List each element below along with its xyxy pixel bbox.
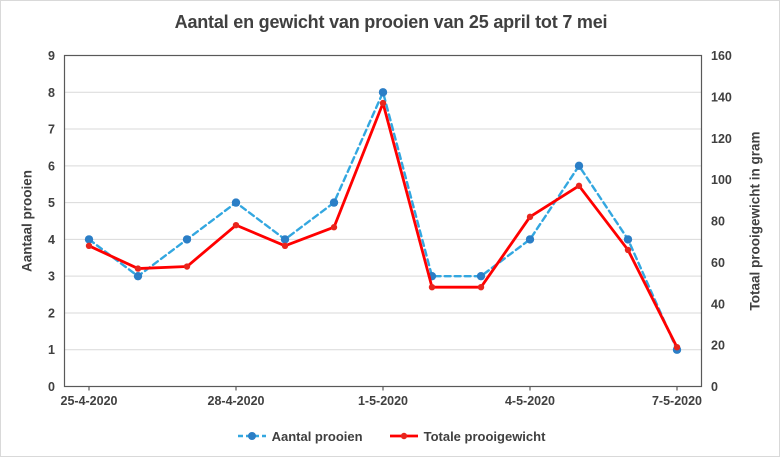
left-axis-tick-label: 7 xyxy=(48,123,55,137)
left-axis-tick-label: 4 xyxy=(48,233,55,247)
right-axis-tick-label: 0 xyxy=(711,380,718,394)
data-point-marker xyxy=(624,246,632,254)
data-point-marker xyxy=(476,271,486,281)
legend-label: Totale prooigewicht xyxy=(423,428,546,444)
right-axis-tick-label: 20 xyxy=(711,339,725,353)
data-point-marker xyxy=(477,284,485,291)
right-axis-tick-label: 120 xyxy=(711,132,732,146)
legend-marker-icon xyxy=(237,432,266,440)
data-point-marker xyxy=(231,198,241,207)
data-point-marker xyxy=(183,263,191,270)
legend: Aantal prooien Totale prooigewicht xyxy=(1,425,779,447)
x-axis-tick-label: 25-4-2020 xyxy=(61,394,118,408)
right-axis-tick-label: 140 xyxy=(711,90,732,104)
left-axis-tick-label: 6 xyxy=(48,159,55,173)
right-axis-tick-label: 160 xyxy=(711,49,732,63)
data-point-marker xyxy=(526,213,534,221)
data-point-marker xyxy=(182,235,192,244)
data-point-marker xyxy=(84,235,94,244)
data-point-marker xyxy=(378,88,388,97)
left-axis-tick-label: 0 xyxy=(48,380,55,394)
x-axis-tick-label: 1-5-2020 xyxy=(358,394,408,408)
left-axis-tick-label: 2 xyxy=(48,306,55,320)
data-point-marker xyxy=(134,265,142,272)
data-point-marker xyxy=(232,221,240,229)
x-axis-tick-label: 7-5-2020 xyxy=(652,394,702,408)
right-axis-tick-label: 80 xyxy=(711,215,725,229)
data-point-marker xyxy=(525,235,535,244)
data-point-marker xyxy=(133,271,143,281)
series-aantal-prooien xyxy=(84,88,682,354)
data-point-marker xyxy=(280,235,290,244)
right-axis-tick-label: 40 xyxy=(711,297,725,311)
right-axis-tick-label: 100 xyxy=(711,173,732,187)
data-point-marker xyxy=(329,198,339,207)
legend-item: Totale prooigewicht xyxy=(389,428,546,444)
data-point-marker xyxy=(673,343,681,351)
series-totale-prooigewicht xyxy=(85,99,681,351)
data-point-marker xyxy=(330,224,338,231)
data-point-marker xyxy=(85,242,93,250)
series-totale-prooigewicht-line xyxy=(87,101,679,349)
data-point-marker xyxy=(428,284,436,291)
left-axis-tick-label: 1 xyxy=(48,343,55,357)
right-axis-tick-label: 60 xyxy=(711,256,725,270)
left-axis-tick-label: 8 xyxy=(48,86,55,100)
left-axis-tick-label: 9 xyxy=(48,49,55,63)
x-axis-tick-label: 28-4-2020 xyxy=(208,394,265,408)
series-aantal-prooien-line xyxy=(87,91,679,351)
data-point-marker xyxy=(379,99,387,107)
legend-label: Aantal prooien xyxy=(271,428,363,444)
data-point-marker xyxy=(575,182,583,190)
left-axis-tick-label: 5 xyxy=(48,196,55,210)
chart-title: Aantal en gewicht van prooien van 25 apr… xyxy=(174,12,608,32)
x-axis-tick-label: 4-5-2020 xyxy=(505,394,555,408)
legend-item: Aantal prooien xyxy=(237,429,363,444)
legend-marker-icon xyxy=(389,432,418,440)
data-point-marker xyxy=(281,242,289,250)
data-point-marker xyxy=(574,161,584,171)
data-point-marker xyxy=(623,235,633,244)
left-axis-tick-label: 3 xyxy=(48,270,55,284)
